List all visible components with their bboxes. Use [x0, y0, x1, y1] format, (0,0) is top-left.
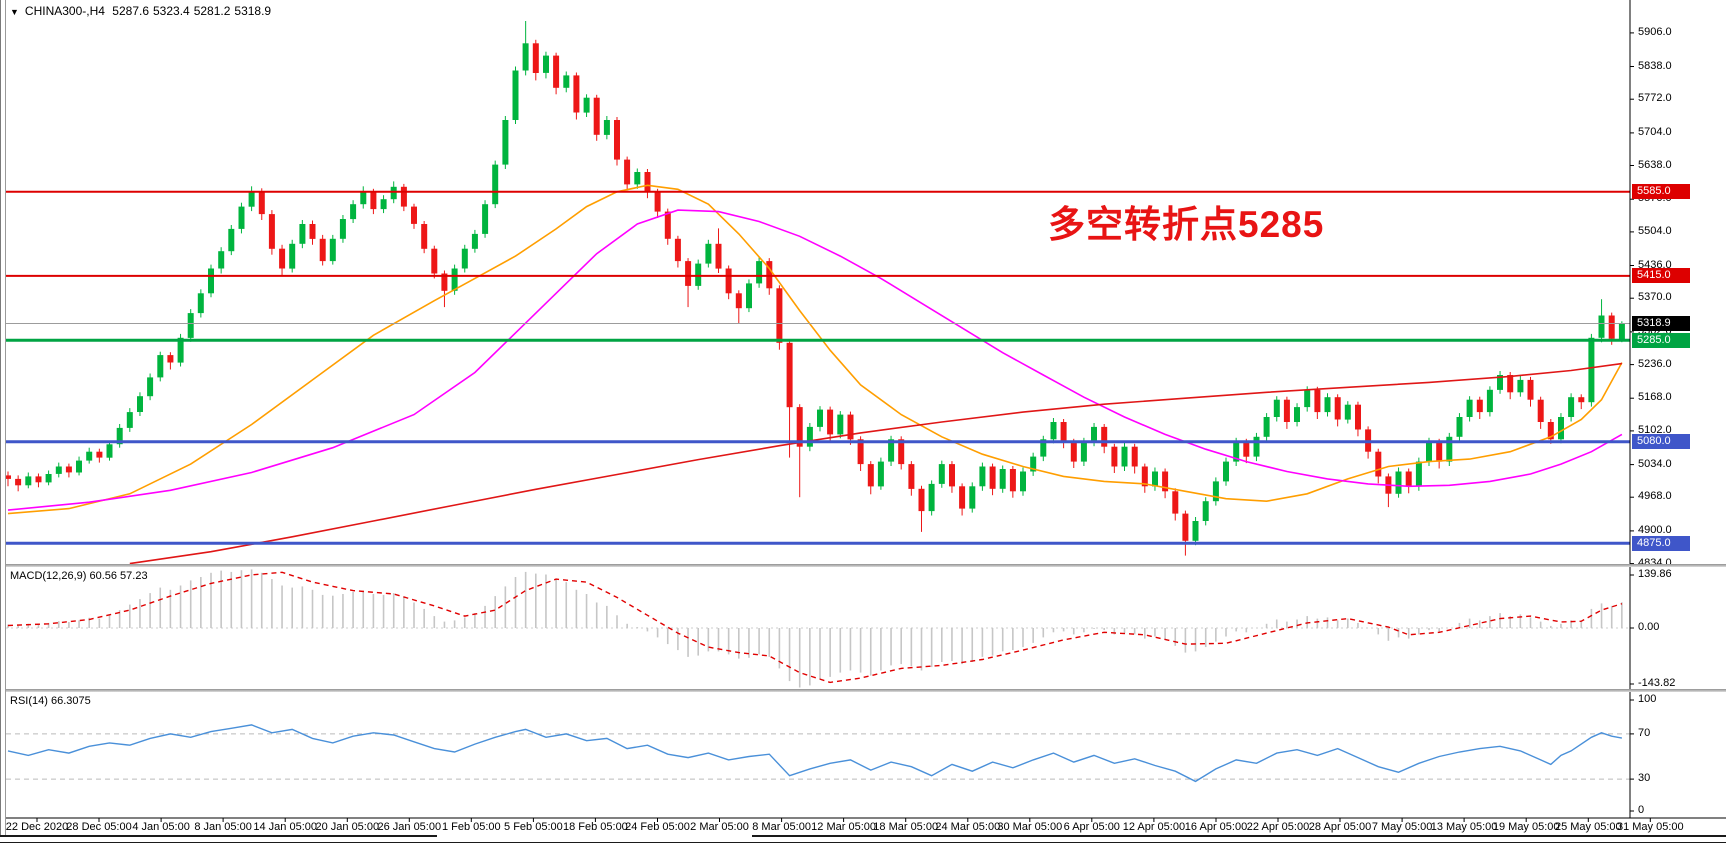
- date-label: 18 Mar 05:00: [873, 821, 939, 833]
- date-label: 24 Mar 05:00: [935, 821, 1001, 833]
- date-label: 8 Jan 05:00: [194, 821, 252, 833]
- window-left-edge: [0, 0, 6, 835]
- date-label: 28 Apr 05:00: [1308, 821, 1372, 833]
- date-label: 28 Dec 05:00: [66, 821, 132, 833]
- date-label: 7 May 05:00: [1371, 821, 1433, 833]
- main-chart-panel[interactable]: [6, 0, 1630, 564]
- rsi-label: RSI(14) 66.3075: [10, 695, 91, 707]
- date-label: 12 Apr 05:00: [1122, 821, 1186, 833]
- price-tick-label: 5236.0: [1638, 357, 1672, 370]
- price-tick-label: 4900.0: [1638, 523, 1672, 536]
- price-badge-pivot: 5285.0: [1632, 332, 1690, 348]
- time-axis[interactable]: 22 Dec 2020 28 Dec 05:00 4 Jan 05:00 8 Jan …: [0, 821, 1726, 836]
- macd-tick-label: 0.00: [1638, 621, 1660, 633]
- price-tick-label: 4968.0: [1638, 490, 1672, 503]
- date-label: 22 Dec 2020: [5, 821, 69, 833]
- date-label: 8 Mar 05:00: [752, 821, 811, 833]
- date-label: 14 Jan 05:00: [253, 821, 317, 833]
- date-label: 31 May 05:00: [1616, 821, 1684, 833]
- rsi-tick-label: 100: [1638, 693, 1657, 705]
- price-tick-label: 5034.0: [1638, 457, 1672, 470]
- price-tick-label: 5906.0: [1638, 25, 1672, 38]
- date-label: 25 May 05:00: [1554, 821, 1622, 833]
- macd-panel[interactable]: [6, 567, 1630, 689]
- date-label: 2 Mar 05:00: [690, 821, 749, 833]
- tabs-strip-segment: [752, 835, 1726, 837]
- ohlc-close: 5318.9: [234, 4, 272, 18]
- date-label: 6 Apr 05:00: [1063, 821, 1120, 833]
- date-label: 13 May 05:00: [1430, 821, 1498, 833]
- date-label: 26 Jan 05:00: [377, 821, 442, 833]
- date-label: 20 Jan 05:00: [315, 821, 380, 833]
- rsi-tick-label: 30: [1638, 772, 1651, 785]
- macd-label: MACD(12,26,9) 60.56 57.23: [10, 570, 148, 582]
- price-axis[interactable]: [1630, 0, 1726, 818]
- chart-title-bar[interactable]: ▼ CHINA300-,H4 5287.6 5323.4 5281.2 5318.9: [10, 4, 275, 18]
- date-label: 1 Feb 05:00: [441, 821, 501, 833]
- rsi-tick-label: 70: [1638, 726, 1651, 739]
- panel-splitter[interactable]: [0, 689, 1726, 692]
- tabs-strip-segment: [0, 835, 437, 837]
- price-badge-support: 4875.0: [1632, 535, 1690, 551]
- macd-tick-label: -143.82: [1638, 677, 1676, 689]
- date-label: 18 Feb 05:00: [562, 821, 628, 833]
- price-tick-label: 5168.0: [1638, 391, 1672, 404]
- annotation-text[interactable]: 多空转折点5285: [1048, 204, 1325, 245]
- date-label: 24 Feb 05:00: [625, 821, 690, 833]
- date-label: 12 Mar 05:00: [811, 821, 877, 833]
- price-tick-label: 5704.0: [1638, 125, 1672, 138]
- price-tick-label: 5772.0: [1638, 92, 1672, 105]
- date-label: 19 May 05:00: [1492, 821, 1560, 833]
- date-label: 4 Jan 05:00: [132, 821, 190, 833]
- date-label: 16 Apr 05:00: [1184, 821, 1248, 833]
- date-label: 22 Apr 05:00: [1246, 821, 1310, 833]
- rsi-tick-label: 0: [1638, 804, 1645, 816]
- price-badge-resistance: 5415.0: [1632, 268, 1690, 284]
- price-tick-label: 5638.0: [1638, 158, 1672, 171]
- rsi-panel[interactable]: [6, 692, 1630, 818]
- price-tick-label: 5102.0: [1638, 423, 1672, 436]
- symbol-timeframe: CHINA300-,H4: [24, 4, 105, 18]
- price-tick-label: 5370.0: [1638, 291, 1672, 304]
- panel-splitter[interactable]: [0, 564, 1726, 567]
- ohlc-low: 5281.2: [193, 4, 231, 18]
- price-tick-label: 5504.0: [1638, 224, 1672, 237]
- chart-tabs-strip[interactable]: [0, 835, 1726, 843]
- date-label: 5 Feb 05:00: [504, 821, 563, 833]
- price-badge-support: 5080.0: [1632, 434, 1690, 450]
- collapse-triangle-icon[interactable]: ▼: [10, 7, 19, 17]
- ohlc-high: 5323.4: [153, 4, 190, 18]
- price-tick-label: 5838.0: [1638, 59, 1672, 72]
- price-badge-resistance: 5585.0: [1632, 184, 1690, 200]
- macd-tick-label: 139.86: [1638, 568, 1672, 580]
- date-label: 30 Mar 05:00: [997, 821, 1063, 833]
- price-badge-current-price: 5318.9: [1632, 316, 1690, 331]
- price-tick-label: 5436.0: [1638, 258, 1672, 271]
- ohlc-open: 5287.6: [112, 4, 149, 18]
